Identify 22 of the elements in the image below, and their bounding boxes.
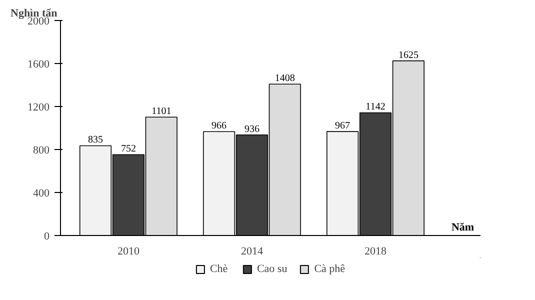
y-tick-label: 800 [33,144,50,156]
x-tick-label: 2014 [240,246,264,258]
data-label: 1625 [398,50,418,61]
data-label: 752 [120,144,136,155]
data-label: 835 [88,134,103,146]
x-tick-label: 2018 [364,246,387,258]
x-tick-label: 2010 [117,246,140,258]
data-label: 966 [212,120,227,132]
x-axis-title: Năm [451,222,474,234]
y-tick-label: 1200 [28,102,50,114]
data-label: 936 [244,124,260,135]
data-label: 967 [335,120,350,132]
y-tick-label: 400 [33,188,50,200]
y-tick-label: 2000 [28,16,50,28]
y-tick-label: 1600 [28,58,50,70]
legend-label: Chè [210,263,229,275]
data-label: 1408 [274,73,295,84]
data-label: 1101 [152,106,172,118]
legend-label: Cao su [256,263,288,275]
y-tick-label: 0 [44,230,50,242]
data-label: 1142 [366,102,386,113]
legend-label: Cà phê [314,263,346,275]
